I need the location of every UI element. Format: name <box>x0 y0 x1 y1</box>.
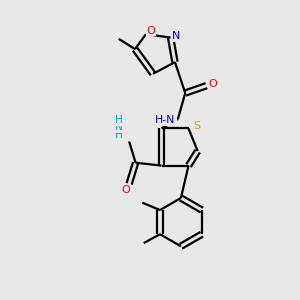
Text: H: H <box>115 130 123 140</box>
Text: O: O <box>208 79 217 89</box>
Text: O: O <box>147 26 156 36</box>
Text: O: O <box>121 185 130 195</box>
Text: N: N <box>115 122 123 132</box>
Text: H: H <box>115 115 123 125</box>
Text: N: N <box>172 31 181 41</box>
Text: S: S <box>193 121 200 130</box>
Text: H-N: H-N <box>155 116 176 125</box>
